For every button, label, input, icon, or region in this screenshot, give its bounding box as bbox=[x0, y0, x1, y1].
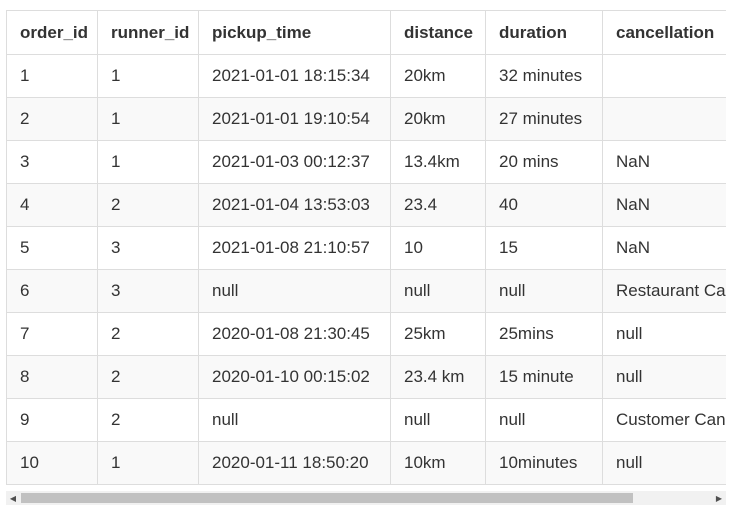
cell-distance: 25km bbox=[390, 312, 486, 356]
cell-order-id: 7 bbox=[6, 312, 98, 356]
cell-cancellation: NaN bbox=[602, 226, 726, 270]
table-row: 8 2 2020-01-10 00:15:02 23.4 km 15 minut… bbox=[6, 355, 726, 399]
cell-cancellation bbox=[602, 97, 726, 141]
cell-pickup-time: 2020-01-08 21:30:45 bbox=[198, 312, 391, 356]
table-row: 7 2 2020-01-08 21:30:45 25km 25mins null bbox=[6, 312, 726, 356]
cell-runner-id: 2 bbox=[97, 312, 199, 356]
cell-pickup-time: 2020-01-11 18:50:20 bbox=[198, 441, 391, 485]
cell-pickup-time: null bbox=[198, 398, 391, 442]
cell-cancellation: null bbox=[602, 355, 726, 399]
cell-cancellation bbox=[602, 54, 726, 98]
scroll-left-icon[interactable]: ◀ bbox=[9, 493, 17, 503]
cell-distance: 20km bbox=[390, 97, 486, 141]
column-header-pickup-time: pickup_time bbox=[198, 10, 391, 55]
table-row: 2 1 2021-01-01 19:10:54 20km 27 minutes bbox=[6, 97, 726, 141]
cell-runner-id: 2 bbox=[97, 183, 199, 227]
cell-duration: 20 mins bbox=[485, 140, 603, 184]
cell-cancellation: NaN bbox=[602, 140, 726, 184]
cell-pickup-time: null bbox=[198, 269, 391, 313]
cell-cancellation: Customer Cancellation bbox=[602, 398, 726, 442]
cell-order-id: 6 bbox=[6, 269, 98, 313]
header-row: order_id runner_id pickup_time distance … bbox=[6, 10, 726, 55]
cell-runner-id: 1 bbox=[97, 97, 199, 141]
cell-runner-id: 2 bbox=[97, 398, 199, 442]
table-row: 10 1 2020-01-11 18:50:20 10km 10minutes … bbox=[6, 441, 726, 485]
cell-duration: 40 bbox=[485, 183, 603, 227]
cell-order-id: 3 bbox=[6, 140, 98, 184]
cell-distance: null bbox=[390, 398, 486, 442]
table-row: 5 3 2021-01-08 21:10:57 10 15 NaN bbox=[6, 226, 726, 270]
horizontal-scrollbar[interactable]: ◀ ▶ bbox=[6, 491, 726, 505]
cell-runner-id: 3 bbox=[97, 226, 199, 270]
column-header-cancellation: cancellation bbox=[602, 10, 726, 55]
cell-runner-id: 1 bbox=[97, 441, 199, 485]
cell-order-id: 4 bbox=[6, 183, 98, 227]
cell-order-id: 8 bbox=[6, 355, 98, 399]
cell-duration: 25mins bbox=[485, 312, 603, 356]
column-header-duration: duration bbox=[485, 10, 603, 55]
cell-pickup-time: 2021-01-01 18:15:34 bbox=[198, 54, 391, 98]
cell-pickup-time: 2021-01-08 21:10:57 bbox=[198, 226, 391, 270]
cell-pickup-time: 2021-01-01 19:10:54 bbox=[198, 97, 391, 141]
column-header-order-id: order_id bbox=[6, 10, 98, 55]
table-viewport[interactable]: order_id runner_id pickup_time distance … bbox=[6, 10, 726, 491]
cell-cancellation: Restaurant Cancellation bbox=[602, 269, 726, 313]
cell-cancellation: null bbox=[602, 312, 726, 356]
cell-distance: 10km bbox=[390, 441, 486, 485]
cell-duration: null bbox=[485, 269, 603, 313]
cell-distance: 23.4 km bbox=[390, 355, 486, 399]
cell-order-id: 10 bbox=[6, 441, 98, 485]
table-row: 6 3 null null null Restaurant Cancellati… bbox=[6, 269, 726, 313]
table-row: 9 2 null null null Customer Cancellation bbox=[6, 398, 726, 442]
cell-distance: 10 bbox=[390, 226, 486, 270]
table-row: 4 2 2021-01-04 13:53:03 23.4 40 NaN bbox=[6, 183, 726, 227]
cell-cancellation: null bbox=[602, 441, 726, 485]
scrollbar-thumb[interactable] bbox=[21, 493, 633, 503]
cell-duration: 10minutes bbox=[485, 441, 603, 485]
cell-order-id: 5 bbox=[6, 226, 98, 270]
cell-distance: 20km bbox=[390, 54, 486, 98]
cell-runner-id: 2 bbox=[97, 355, 199, 399]
scroll-right-icon[interactable]: ▶ bbox=[715, 493, 723, 503]
cell-runner-id: 3 bbox=[97, 269, 199, 313]
cell-order-id: 2 bbox=[6, 97, 98, 141]
cell-runner-id: 1 bbox=[97, 140, 199, 184]
table-header: order_id runner_id pickup_time distance … bbox=[6, 10, 726, 55]
column-header-distance: distance bbox=[390, 10, 486, 55]
column-header-runner-id: runner_id bbox=[97, 10, 199, 55]
cell-distance: 13.4km bbox=[390, 140, 486, 184]
cell-pickup-time: 2021-01-04 13:53:03 bbox=[198, 183, 391, 227]
cell-order-id: 9 bbox=[6, 398, 98, 442]
cell-distance: null bbox=[390, 269, 486, 313]
cell-duration: null bbox=[485, 398, 603, 442]
table-body: 1 1 2021-01-01 18:15:34 20km 32 minutes … bbox=[6, 54, 726, 485]
cell-pickup-time: 2020-01-10 00:15:02 bbox=[198, 355, 391, 399]
cell-distance: 23.4 bbox=[390, 183, 486, 227]
cell-duration: 27 minutes bbox=[485, 97, 603, 141]
table-row: 3 1 2021-01-03 00:12:37 13.4km 20 mins N… bbox=[6, 140, 726, 184]
cell-cancellation: NaN bbox=[602, 183, 726, 227]
runner-orders-table: order_id runner_id pickup_time distance … bbox=[6, 10, 726, 485]
cell-duration: 32 minutes bbox=[485, 54, 603, 98]
cell-duration: 15 bbox=[485, 226, 603, 270]
cell-runner-id: 1 bbox=[97, 54, 199, 98]
cell-duration: 15 minute bbox=[485, 355, 603, 399]
cell-pickup-time: 2021-01-03 00:12:37 bbox=[198, 140, 391, 184]
cell-order-id: 1 bbox=[6, 54, 98, 98]
table-row: 1 1 2021-01-01 18:15:34 20km 32 minutes bbox=[6, 54, 726, 98]
